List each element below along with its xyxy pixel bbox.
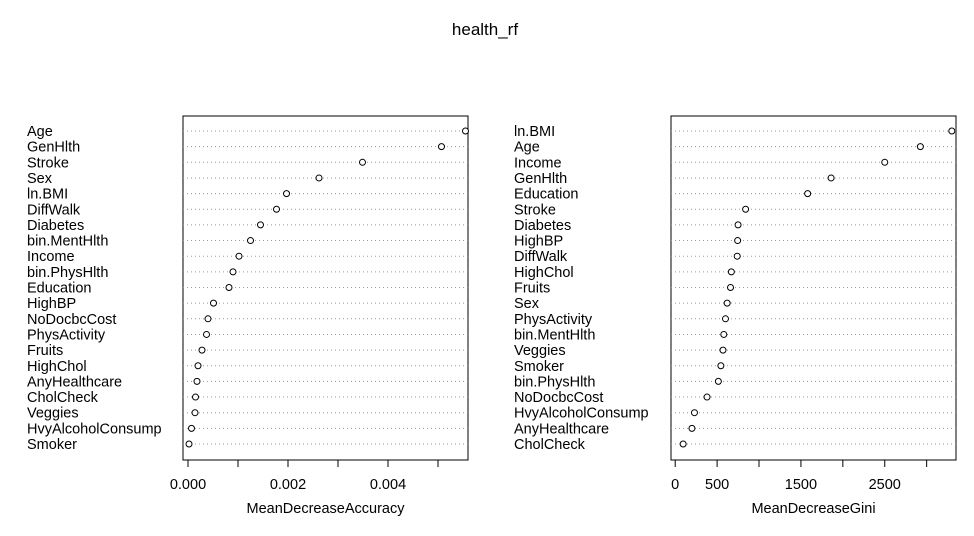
data-point (742, 205, 750, 213)
category-label: HvyAlcoholConsump (514, 406, 649, 422)
data-point (727, 268, 735, 276)
data-point (690, 409, 698, 417)
category-label: Sex (27, 171, 53, 187)
category-label: GenHlth (514, 171, 567, 187)
data-point (916, 143, 924, 151)
data-point (438, 143, 445, 151)
data-point (229, 268, 237, 276)
data-point (198, 346, 206, 354)
category-label: ln.BMI (514, 124, 555, 140)
category-label: ln.BMI (27, 187, 68, 203)
data-point (203, 330, 210, 338)
data-point (721, 315, 729, 323)
data-point (723, 299, 731, 307)
category-label: NoDocbcCost (514, 390, 603, 406)
data-point (804, 190, 812, 198)
category-label: HvyAlcoholConsump (27, 421, 162, 437)
x-tick-label: 0.000 (170, 477, 206, 493)
x-tick-label: 500 (705, 477, 729, 493)
data-point (210, 299, 217, 307)
category-label: DiffWalk (514, 249, 568, 265)
data-point (948, 127, 956, 135)
data-point (185, 440, 193, 448)
data-point (283, 190, 290, 198)
data-point (235, 252, 243, 260)
category-label: HighChol (514, 265, 574, 281)
category-label: Smoker (27, 437, 77, 453)
data-point (315, 174, 323, 182)
chart-panels: AgeGenHlthStrokeSexln.BMIDiffWalkDiabete… (27, 115, 957, 517)
data-point (703, 393, 711, 401)
category-label: PhysActivity (514, 312, 593, 328)
category-label: HighBP (514, 234, 563, 250)
category-label: bin.PhysHlth (27, 265, 108, 281)
category-label: NoDocbcCost (27, 312, 116, 328)
category-label: DiffWalk (27, 202, 81, 218)
x-tick-label: 0 (671, 477, 679, 493)
category-label: Sex (514, 296, 540, 312)
category-label: Fruits (514, 281, 550, 297)
x-tick-label: 2500 (869, 477, 901, 493)
category-label: Stroke (27, 155, 69, 171)
category-label: CholCheck (514, 437, 586, 453)
data-point (717, 362, 725, 370)
category-label: AnyHealthcare (27, 374, 122, 390)
data-point (192, 393, 199, 401)
category-label: Education (514, 187, 579, 203)
category-label: Diabetes (27, 218, 84, 234)
data-point (688, 424, 696, 432)
category-label: bin.PhysHlth (514, 374, 595, 390)
data-point (719, 346, 727, 354)
category-label: Age (514, 140, 540, 156)
category-label: AnyHealthcare (514, 421, 609, 437)
category-label: Smoker (514, 359, 564, 375)
data-point (462, 127, 469, 135)
panel-2: ln.BMIAgeIncomeGenHlthEducationStrokeDia… (514, 115, 957, 517)
data-point (188, 424, 195, 432)
category-label: Income (514, 155, 562, 171)
category-label: PhysActivity (27, 327, 106, 343)
chart-title: health_rf (452, 20, 518, 39)
category-label: Age (27, 124, 53, 140)
category-label: Diabetes (514, 218, 571, 234)
category-label: GenHlth (27, 140, 80, 156)
data-point (727, 284, 735, 291)
x-axis-label: MeanDecreaseAccuracy (247, 501, 406, 517)
data-point (714, 377, 722, 385)
x-tick-label: 1500 (785, 477, 817, 493)
data-point (257, 221, 264, 229)
category-label: bin.MentHlth (27, 234, 108, 250)
data-point (881, 158, 889, 166)
data-point (193, 377, 201, 385)
data-point (679, 440, 687, 448)
data-point (194, 362, 202, 370)
data-point (359, 158, 366, 166)
x-tick-label: 0.004 (370, 477, 406, 493)
category-label: bin.MentHlth (514, 327, 595, 343)
category-label: Veggies (27, 406, 79, 422)
data-point (204, 315, 212, 323)
data-point (720, 330, 728, 338)
data-point (734, 237, 742, 245)
data-point (225, 284, 233, 291)
data-point (827, 174, 835, 182)
data-point (733, 252, 741, 260)
category-label: HighChol (27, 359, 87, 375)
data-point (191, 409, 199, 417)
x-axis-label: MeanDecreaseGini (751, 501, 875, 517)
panel-1: AgeGenHlthStrokeSexln.BMIDiffWalkDiabete… (27, 115, 469, 517)
data-point (247, 237, 254, 245)
category-label: Fruits (27, 343, 63, 359)
category-label: Income (27, 249, 75, 265)
category-label: Education (27, 281, 92, 297)
data-point (273, 205, 280, 213)
x-tick-label: 0.002 (270, 477, 306, 493)
plot-frame (670, 115, 957, 461)
category-label: Stroke (514, 202, 556, 218)
data-point (734, 221, 742, 229)
category-label: HighBP (27, 296, 76, 312)
category-label: CholCheck (27, 390, 99, 406)
category-label: Veggies (514, 343, 566, 359)
